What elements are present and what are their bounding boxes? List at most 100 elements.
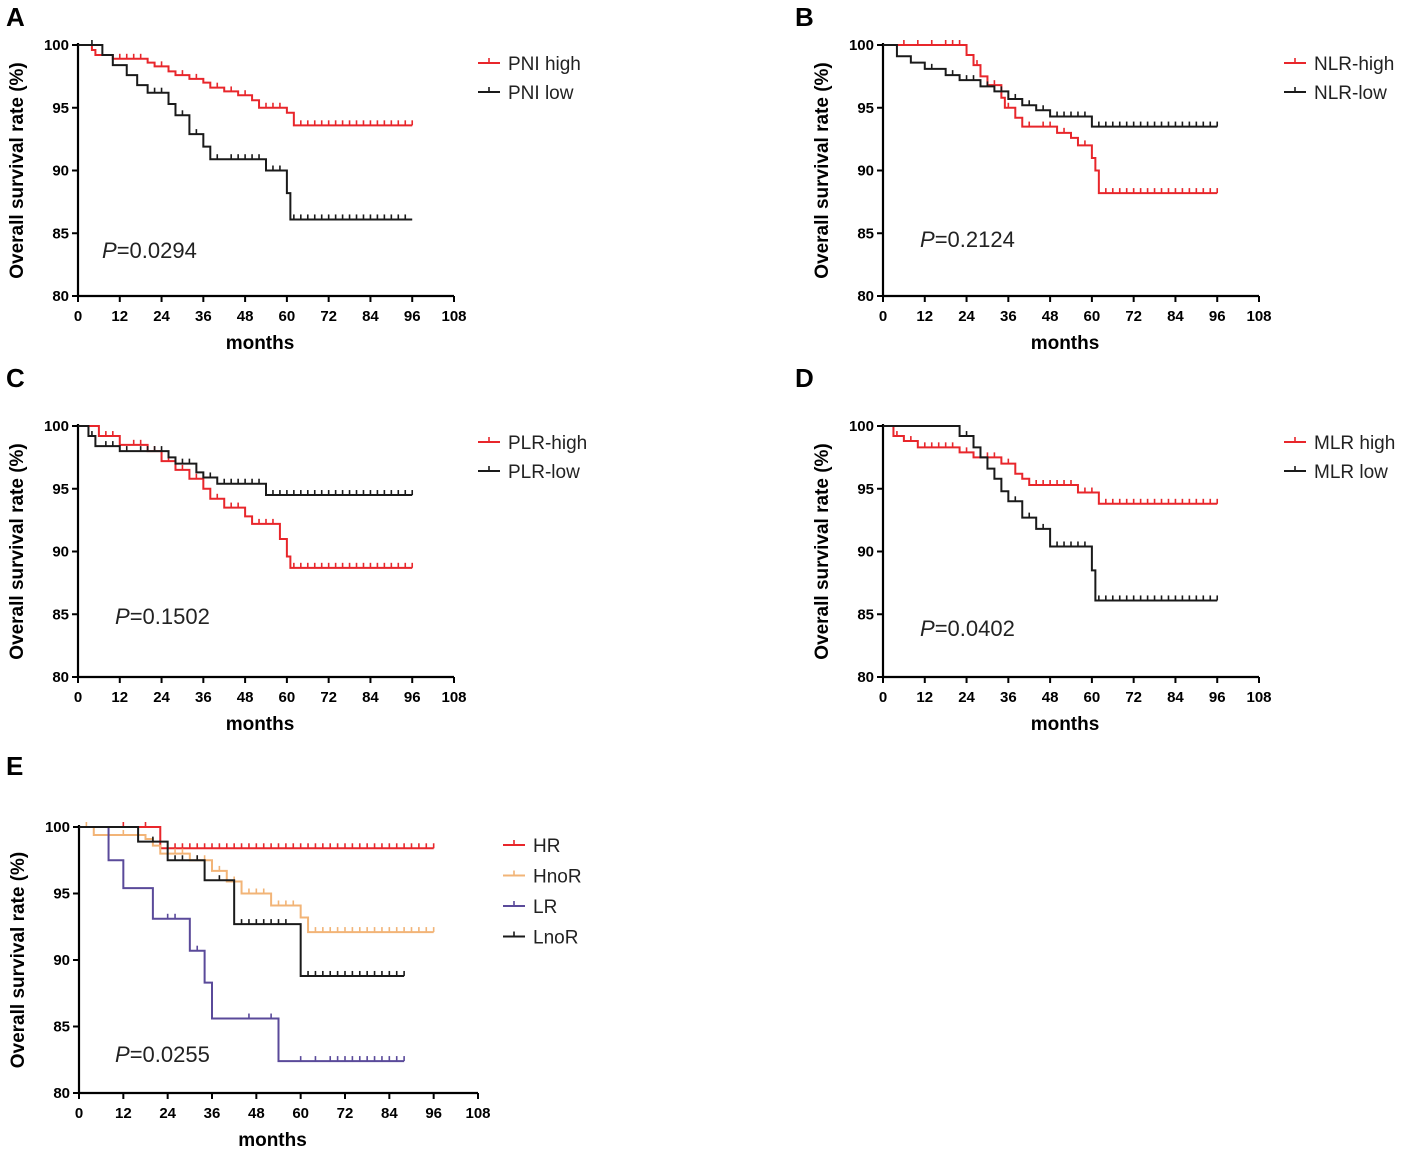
y-tick-label: 95 [857,481,874,498]
legend-label: PLR-low [508,462,580,483]
x-tick-label: 96 [1209,689,1226,706]
panel-e: E 0 12 24 36 48 60 72 84 96 108 80 85 90 95 100 months Ov… [6,751,582,1151]
legend-label: LnoR [533,928,578,949]
p-value: =0.2124 [935,227,1015,252]
legend-item: LR [503,897,557,918]
y-tick-label: 90 [857,163,874,180]
panel-c: C 0 12 24 36 48 60 72 84 96 108 80 85 90 95 100 months Ov… [6,363,587,735]
panel-b: B 0 12 24 36 48 60 72 84 96 108 80 85 90 95 100 months Ov… [795,2,1394,354]
x-tick-label: 84 [1167,308,1184,325]
legend-item: NLR-high [1284,54,1394,75]
x-tick-label: 12 [111,689,128,706]
series-lnor [79,826,405,977]
panel-letter: A [6,2,25,32]
y-tick-label: 95 [52,481,69,498]
series-mlr-low [883,425,1219,602]
x-tick-label: 12 [916,308,933,325]
y-axis-title: Overall survival rate (%) [812,62,833,279]
x-tick-label: 36 [195,308,212,325]
legend-item: NLR-low [1284,83,1387,104]
x-tick-label: 60 [1084,308,1101,325]
p-value-annotation: P=0.0294 [102,238,197,263]
y-tick-label: 85 [52,225,69,242]
survival-curve [78,425,413,569]
x-tick-label: 84 [362,308,379,325]
x-tick-label: 108 [1246,689,1271,706]
x-tick-label: 84 [1167,689,1184,706]
legend-label: LR [533,897,557,918]
legend-label: NLR-low [1314,83,1387,104]
series-nlr-high [883,40,1219,195]
legend-item: PLR-high [478,433,587,454]
x-tick-label: 96 [404,689,421,706]
p-label: P [102,238,117,263]
x-tick-label: 24 [153,689,170,706]
y-tick-label: 95 [53,886,70,903]
legend-item: HR [503,836,560,857]
survival-curve [79,826,405,977]
survival-curve [883,425,1218,505]
legend-item: PNI high [478,54,581,75]
x-axis-title: months [226,714,295,735]
y-tick-label: 90 [52,163,69,180]
x-tick-label: 36 [204,1105,221,1122]
legend-item: HnoR [503,867,582,888]
y-tick-label: 85 [52,606,69,623]
survival-curve [79,826,405,1063]
x-axis-title: months [226,333,295,354]
y-tick-label: 85 [53,1019,70,1036]
y-tick-label: 100 [849,37,874,54]
legend-label: HnoR [533,867,582,888]
x-tick-label: 24 [153,308,170,325]
y-tick-label: 90 [857,544,874,561]
x-tick-label: 84 [381,1105,398,1122]
y-axis-title: Overall survival rate (%) [812,443,833,660]
survival-curve [79,826,434,934]
y-tick-label: 90 [53,952,70,969]
legend-item: MLR high [1284,433,1395,454]
x-tick-label: 96 [425,1105,442,1122]
x-tick-label: 0 [75,1105,83,1122]
x-tick-label: 48 [1042,689,1059,706]
survival-curve [883,44,1218,128]
legend-label: MLR high [1314,433,1395,454]
x-tick-label: 96 [1209,308,1226,325]
y-tick-label: 100 [44,37,69,54]
x-tick-label: 24 [159,1105,176,1122]
y-tick-label: 95 [52,100,69,117]
x-tick-label: 48 [237,308,254,325]
series-mlr-high [883,425,1219,505]
p-value-annotation: P=0.0255 [115,1042,210,1067]
y-tick-label: 100 [849,418,874,435]
x-tick-label: 108 [465,1105,490,1122]
p-label: P [115,1042,130,1067]
p-label: P [920,227,935,252]
x-tick-label: 72 [320,689,337,706]
series-plr-high [78,425,414,569]
panel-a: A 0 12 24 36 48 60 72 84 96 108 80 85 90 95 100 months Ov… [6,2,581,354]
x-tick-label: 60 [279,689,296,706]
legend-label: PNI high [508,54,581,75]
x-tick-label: 72 [320,308,337,325]
panel-letter: D [795,363,814,393]
x-axis-title: months [238,1130,307,1151]
p-value: =0.1502 [130,604,210,629]
x-axis-title: months [1031,333,1100,354]
x-tick-label: 48 [248,1105,265,1122]
x-tick-label: 24 [958,689,975,706]
legend-item: MLR low [1284,462,1388,483]
x-tick-label: 36 [195,689,212,706]
p-label: P [920,616,935,641]
y-tick-label: 80 [52,669,69,686]
p-value: =0.0402 [935,616,1015,641]
panel-d: D 0 12 24 36 48 60 72 84 96 108 80 85 90 95 100 months Ov… [795,363,1395,735]
x-tick-label: 84 [362,689,379,706]
series-nlr-low [883,44,1219,128]
x-tick-label: 0 [74,308,82,325]
series-hnor [79,822,435,934]
x-tick-label: 60 [292,1105,309,1122]
legend-label: PNI low [508,83,574,104]
y-tick-label: 95 [857,100,874,117]
x-tick-label: 12 [111,308,128,325]
p-value: =0.0255 [130,1042,210,1067]
